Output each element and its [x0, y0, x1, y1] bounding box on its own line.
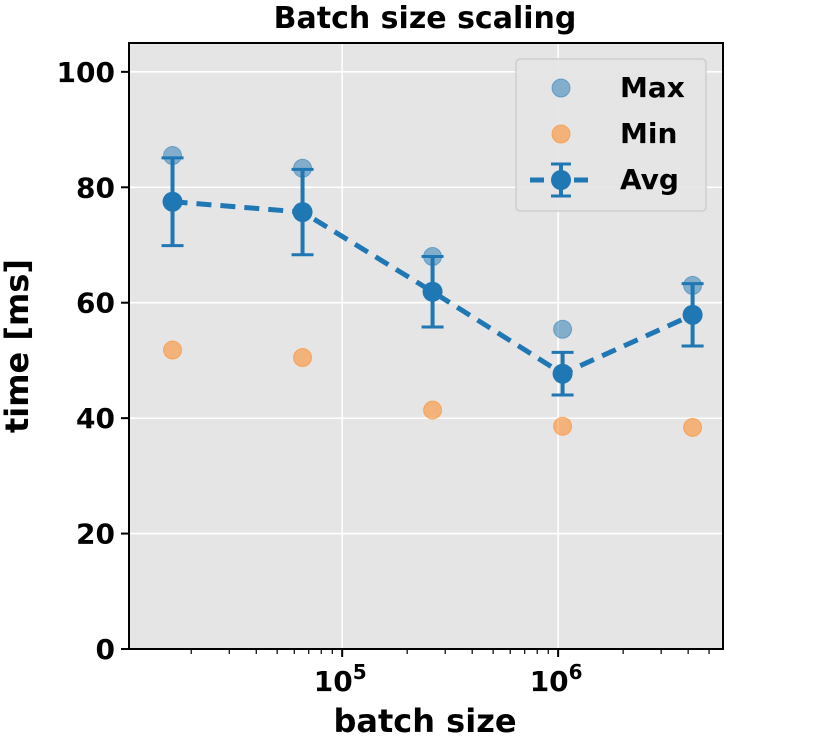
y-tick-label: 80 — [76, 171, 115, 204]
y-tick-label: 100 — [57, 56, 115, 89]
avg-point — [552, 363, 573, 384]
avg-point — [292, 202, 313, 223]
legend-marker-max — [551, 78, 571, 98]
min-point — [553, 416, 573, 436]
min-point — [683, 417, 703, 437]
avg-line — [172, 199, 694, 377]
legend-label-avg: Avg — [620, 163, 679, 196]
y-tick-label: 20 — [76, 518, 115, 551]
legend-marker-min — [551, 124, 571, 144]
legend-marker-avg — [551, 170, 571, 190]
avg-point — [162, 191, 183, 212]
chart-title: Batch size scaling — [274, 1, 577, 36]
legend: Max Min Avg — [515, 58, 707, 212]
y-axis-label: time [ms] — [0, 259, 36, 433]
y-tick-label: 40 — [76, 402, 115, 435]
y-tick-label: 0 — [96, 633, 115, 666]
min-point — [293, 348, 313, 368]
plot-frame — [128, 42, 724, 650]
legend-label-max: Max — [620, 71, 685, 104]
max-point — [553, 319, 573, 339]
avg-point — [682, 304, 703, 325]
data-marks — [161, 146, 704, 437]
x-tick-label: 105 — [314, 660, 367, 698]
legend-label-min: Min — [620, 117, 677, 150]
avg-point — [422, 281, 443, 302]
y-axis-ticks: 0 20 40 60 80 100 — [57, 56, 129, 666]
x-axis-ticks: 105 106 — [314, 649, 583, 698]
min-point — [423, 400, 443, 420]
x-tick-label: 106 — [530, 660, 583, 698]
x-axis-label: batch size — [333, 702, 516, 740]
min-point — [163, 340, 183, 360]
y-tick-label: 60 — [76, 287, 115, 320]
